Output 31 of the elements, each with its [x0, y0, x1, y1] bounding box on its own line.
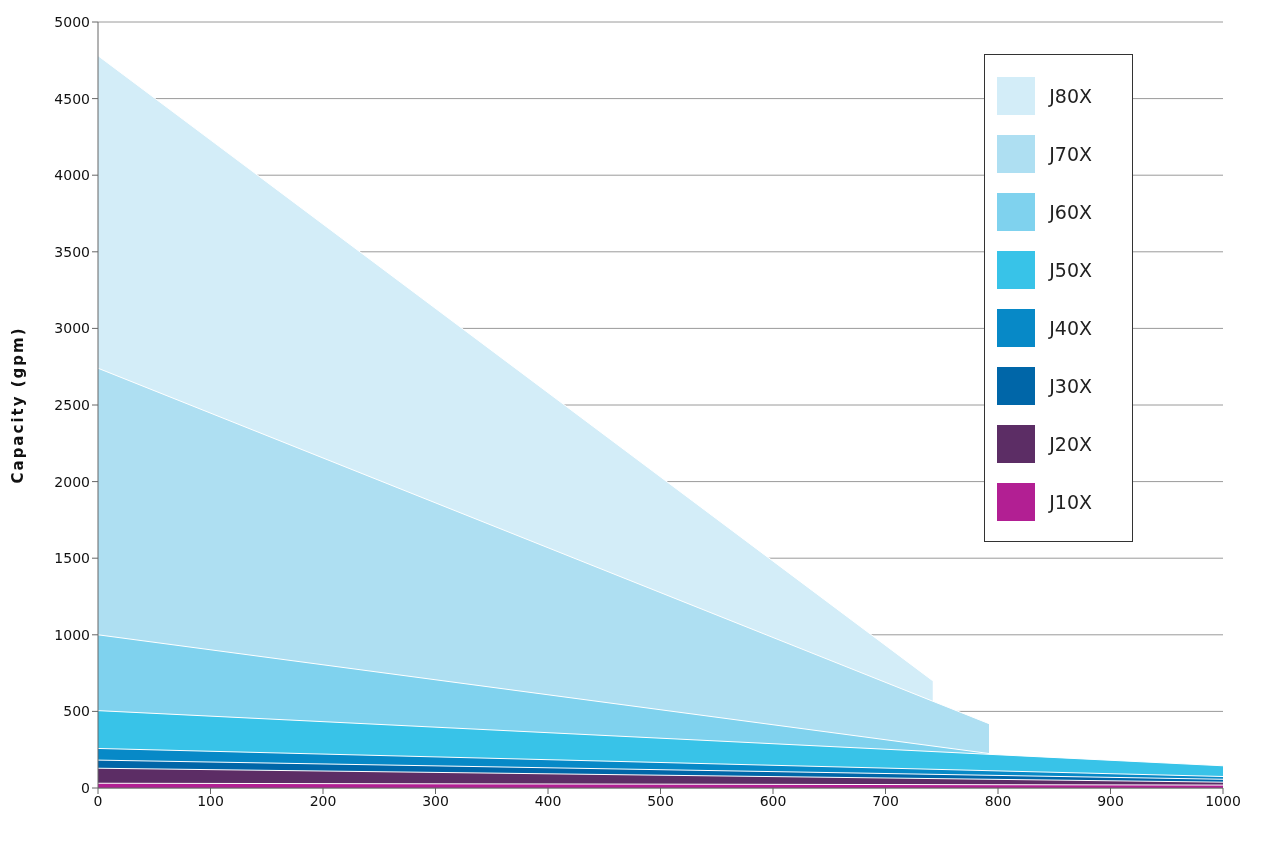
x-tick-label: 300 — [422, 792, 449, 809]
y-tick-label: 500 — [63, 703, 90, 720]
legend-label: J30X — [1049, 375, 1092, 397]
legend-label: J10X — [1049, 491, 1092, 513]
y-tick-label: 4000 — [54, 167, 90, 184]
y-tick-label: 3000 — [54, 320, 90, 337]
x-tick-label: 500 — [647, 792, 674, 809]
x-tick-label: 1000 — [1205, 792, 1241, 809]
x-tick-label: 100 — [197, 792, 224, 809]
y-axis-title: Capacity (gpm) — [9, 326, 28, 484]
y-tick-label: 5000 — [54, 13, 90, 30]
x-tick-label: 600 — [759, 792, 787, 809]
legend-label: J80X — [1049, 85, 1092, 107]
legend-label: J50X — [1049, 259, 1092, 281]
x-tick-label: 200 — [309, 792, 337, 809]
y-tick-label: 3500 — [54, 243, 90, 260]
y-tick-label: 1500 — [54, 550, 90, 567]
legend-label: J20X — [1049, 433, 1092, 455]
x-tick-label: 900 — [1097, 792, 1124, 809]
x-tick-label: 700 — [872, 792, 899, 809]
y-tick-label: 0 — [81, 779, 90, 796]
y-tick-label: 1000 — [54, 626, 90, 643]
y-tick-label: 2000 — [54, 473, 90, 490]
legend-label: J70X — [1049, 143, 1092, 165]
y-tick-label: 4500 — [54, 90, 90, 107]
legend-label: J40X — [1049, 317, 1092, 339]
x-tick-label: 0 — [93, 792, 103, 809]
x-tick-label: 400 — [534, 792, 562, 809]
y-tick-label: 2500 — [54, 396, 90, 413]
x-tick-label: 800 — [984, 792, 1012, 809]
legend-label: J60X — [1049, 201, 1092, 223]
